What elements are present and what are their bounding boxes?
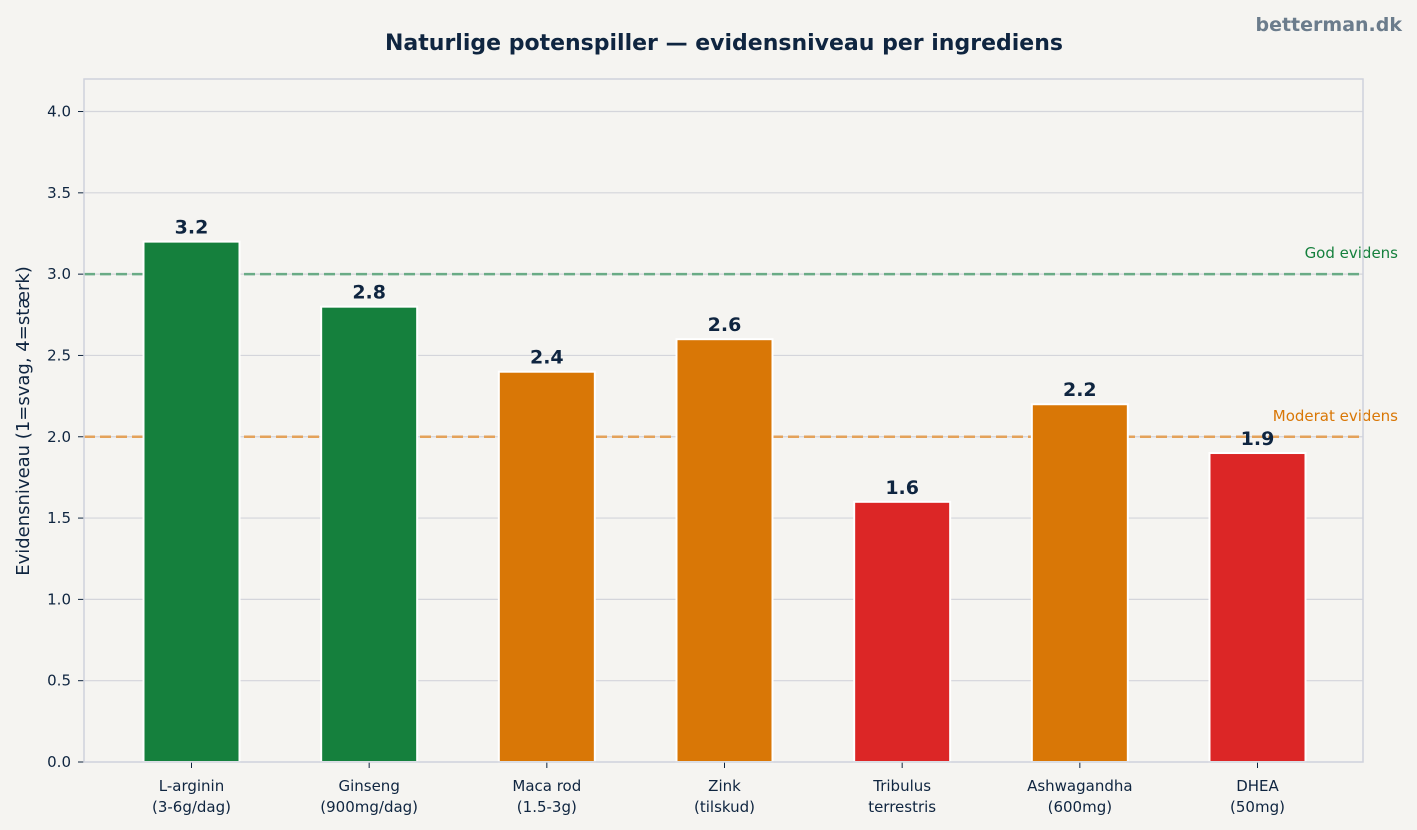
reference-line-label: God evidens [1305, 244, 1399, 262]
x-tick-label: (3-6g/dag) [152, 798, 231, 816]
bar-value-label: 2.6 [708, 314, 742, 336]
bar-value-label: 2.8 [352, 282, 386, 304]
bar [497, 370, 596, 763]
bars [142, 240, 1307, 764]
reference-line-label: Moderat evidens [1273, 407, 1398, 425]
x-tick-label: terrestris [868, 798, 936, 816]
bar [675, 338, 774, 763]
y-tick-label: 1.0 [47, 590, 71, 608]
x-tick-label: (50mg) [1230, 798, 1285, 816]
bar-value-label: 2.4 [530, 347, 564, 369]
plot-frame [83, 78, 1364, 763]
bar [853, 500, 952, 763]
x-tick-label: (600mg) [1048, 798, 1112, 816]
bar-value-label: 1.6 [885, 477, 919, 499]
y-tick-label: 2.0 [47, 428, 71, 446]
y-tick-label: 0.0 [47, 753, 71, 771]
y-axis-ticks: 0.0 0.5 1.0 1.5 2.0 2.5 3.0 3.5 4.0 [47, 103, 84, 771]
y-tick-label: 3.5 [47, 184, 71, 202]
reference-lines: God evidens Moderat evidens [84, 244, 1399, 439]
bar-value-label: 3.2 [175, 217, 209, 239]
x-axis-ticks: L-arginin (3-6g/dag) Ginseng (900mg/dag) Mac… [152, 762, 1285, 816]
x-tick-label: Ashwagandha [1027, 777, 1132, 795]
x-tick-label: Ginseng [338, 777, 399, 795]
y-tick-label: 2.5 [47, 346, 71, 364]
x-tick-label: (tilskud) [694, 798, 755, 816]
y-tick-label: 3.0 [47, 265, 71, 283]
x-tick-label: Zink [708, 777, 741, 795]
x-tick-label: L-arginin [159, 777, 224, 795]
y-tick-label: 1.5 [47, 509, 71, 527]
y-tick-label: 0.5 [47, 672, 71, 690]
x-tick-label: Tribulus [872, 777, 931, 795]
bar-value-label: 1.9 [1241, 428, 1275, 450]
bar [1208, 452, 1307, 763]
bar-value-label: 2.2 [1063, 379, 1097, 401]
watermark-text: betterman.dk [1255, 14, 1402, 36]
bar [320, 305, 419, 763]
x-tick-label: Maca rod [512, 777, 581, 795]
y-tick-label: 4.0 [47, 103, 71, 121]
x-tick-label: DHEA [1236, 777, 1279, 795]
x-tick-label: (900mg/dag) [320, 798, 418, 816]
chart-title: Naturlige potenspiller — evidensniveau p… [385, 31, 1063, 56]
data-labels: 3.2 2.8 2.4 2.6 1.6 2.2 1.9 [175, 217, 1275, 499]
x-tick-label: (1.5-3g) [517, 798, 577, 816]
y-axis-label: Evidensniveau (1=svag, 4=stærk) [13, 266, 34, 576]
bar [1030, 403, 1129, 763]
bar [142, 240, 241, 764]
